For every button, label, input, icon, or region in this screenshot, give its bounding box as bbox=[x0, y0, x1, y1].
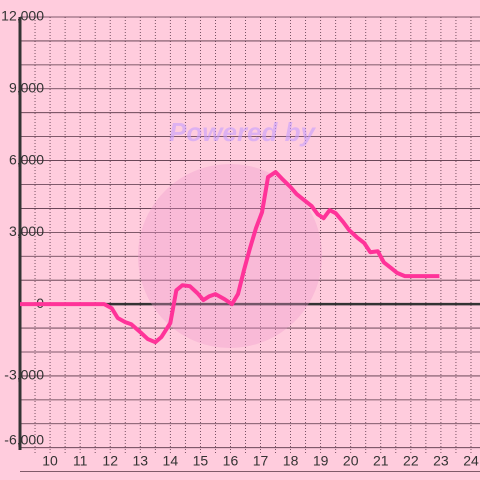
y-tick-label: 9,000 bbox=[9, 79, 44, 95]
y-tick-label: -6,000 bbox=[4, 432, 44, 448]
y-tick-label: 6,000 bbox=[9, 151, 44, 167]
x-tick-label: 24 bbox=[463, 453, 479, 469]
x-tick-label: 18 bbox=[283, 453, 299, 469]
y-tick-label: 3,000 bbox=[9, 223, 44, 239]
y-tick-label: -3,000 bbox=[4, 367, 44, 383]
x-tick-label: 21 bbox=[373, 453, 389, 469]
x-tick-label: 20 bbox=[343, 453, 359, 469]
x-tick-label: 22 bbox=[403, 453, 419, 469]
x-tick-label: 15 bbox=[193, 453, 209, 469]
x-tick-label: 19 bbox=[313, 453, 329, 469]
x-tick-label: 10 bbox=[42, 453, 58, 469]
x-tick-label: 11 bbox=[73, 453, 88, 469]
x-tick-label: 17 bbox=[253, 453, 269, 469]
line bbox=[20, 170, 440, 345]
x-tick-label: 16 bbox=[223, 453, 239, 469]
x-tick-label: 12 bbox=[102, 453, 118, 469]
x-tick-label: 23 bbox=[433, 453, 449, 469]
watermark: Powered by bbox=[169, 117, 316, 147]
x-tick-label: 14 bbox=[163, 453, 179, 469]
watermark-image bbox=[138, 164, 322, 348]
y-tick-label: 12,000 bbox=[1, 8, 44, 24]
x-tick-label: 13 bbox=[132, 453, 148, 469]
